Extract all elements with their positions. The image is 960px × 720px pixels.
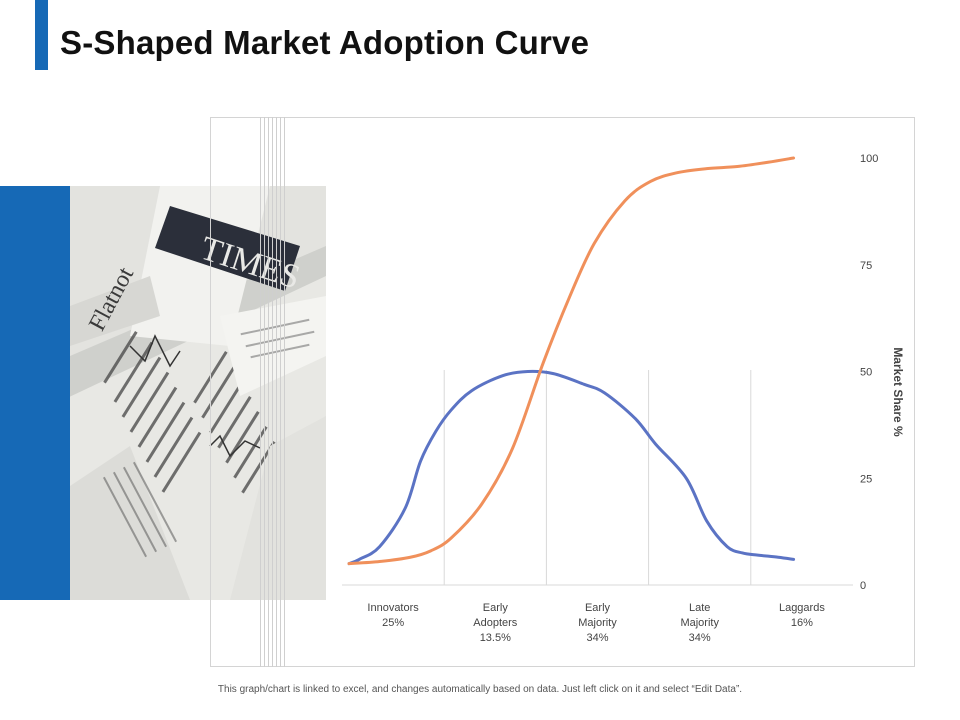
category-label: Late Majority 34% — [680, 602, 719, 644]
y-tick-label: 0 — [860, 580, 866, 592]
chart-frame — [210, 117, 915, 667]
footer-note: This graph/chart is linked to excel, and… — [217, 684, 743, 695]
accent-block — [0, 186, 70, 600]
category-label: Innovators 25% — [367, 602, 419, 629]
slide-title: S-Shaped Market Adoption Curve — [60, 24, 590, 61]
title-accent-bar — [35, 0, 48, 70]
category-label: Early Adopters 13.5% — [473, 602, 518, 644]
s-curve-series-line — [347, 156, 796, 566]
category-label: Early Majority 34% — [578, 602, 617, 644]
y-tick-label: 50 — [860, 367, 872, 379]
y-axis-label: Market Share % — [891, 347, 905, 437]
decorative-rails — [258, 117, 288, 667]
category-label: Laggards 16% — [779, 602, 825, 629]
bell-curve-series-line — [347, 369, 796, 566]
y-tick-label: 75 — [860, 260, 872, 272]
newspaper-photo: TIMES Flatnot — [70, 186, 326, 600]
y-tick-label: 25 — [860, 473, 872, 485]
y-tick-label: 100 — [860, 153, 878, 165]
